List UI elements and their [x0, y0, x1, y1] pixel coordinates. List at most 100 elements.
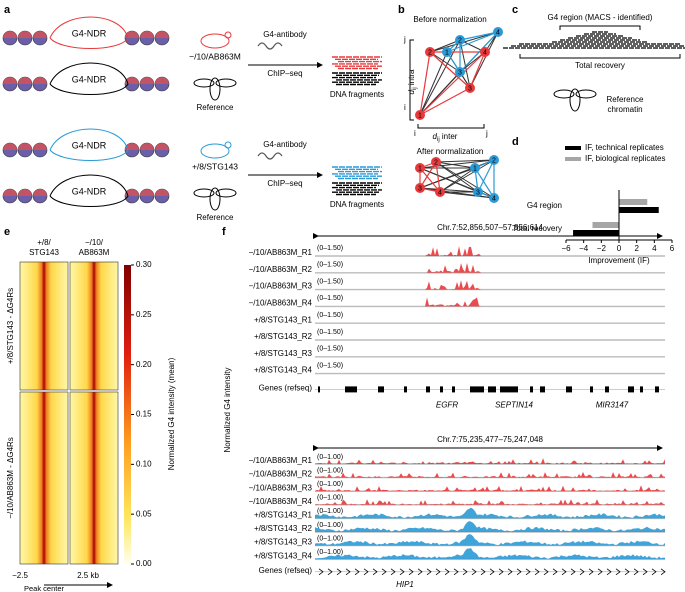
- label: DNA fragments: [330, 200, 384, 209]
- gene-arrow: [435, 568, 441, 576]
- label: (0–1.50): [317, 245, 343, 252]
- nucleosome-wrap: [155, 31, 169, 38]
- label: −2.5: [12, 571, 28, 580]
- label: j: [485, 129, 488, 138]
- fly-icon: [209, 187, 221, 211]
- label: (0–1.50): [317, 346, 343, 353]
- label: (0–1.50): [317, 278, 343, 285]
- edge: [435, 159, 495, 163]
- gene-arrow: [336, 568, 342, 576]
- label: inter: [440, 132, 458, 141]
- label: +/8/STG143: [192, 161, 238, 171]
- gene-arrow: [615, 568, 621, 576]
- gene-arrow: [597, 568, 603, 576]
- ndr-loop: [49, 62, 129, 95]
- signal: [315, 485, 665, 492]
- node: [473, 187, 483, 197]
- nucleosome-wrap: [3, 31, 17, 38]
- label: Genes (refseq): [259, 566, 313, 575]
- node: [415, 110, 425, 120]
- label: After normalization: [417, 147, 484, 156]
- label: 2: [492, 157, 496, 164]
- label: G4-NDR: [72, 186, 107, 196]
- gene-arrow: [363, 568, 369, 576]
- label: 2.5 kb: [77, 571, 99, 580]
- gene-arrow: [327, 568, 333, 576]
- gene-arrow: [399, 568, 405, 576]
- edge: [435, 161, 479, 193]
- colorbar: [124, 265, 131, 564]
- label: DNA fragments: [330, 90, 384, 99]
- label: intra: [407, 69, 416, 87]
- gene-arrow: [543, 568, 549, 576]
- gene-arrow: [561, 568, 567, 576]
- heatmap: [19, 391, 69, 565]
- edge: [469, 51, 486, 89]
- fly-wing: [215, 78, 237, 88]
- gene: [404, 386, 407, 393]
- gene: [470, 386, 484, 393]
- label: Chr.7:52,856,507–57,856,614: [437, 223, 543, 232]
- bar: [619, 207, 659, 213]
- node: [435, 187, 445, 197]
- nucleosome-wrap: [125, 77, 139, 84]
- label: STG143: [29, 248, 59, 257]
- nucleosome-wrap: [18, 189, 32, 196]
- label: (0–1.00): [317, 467, 343, 474]
- label: d: [433, 132, 438, 141]
- node: [493, 27, 503, 37]
- label: Total recovery: [512, 224, 562, 233]
- bracket: [409, 39, 414, 121]
- gene-arrow: [489, 568, 495, 576]
- nucleosome-wrap: [140, 189, 154, 196]
- label: 4: [492, 195, 496, 202]
- edge: [446, 31, 499, 53]
- label: G4-NDR: [72, 74, 107, 84]
- edge: [419, 51, 448, 116]
- gene-arrow: [426, 568, 432, 576]
- label: 0.15: [136, 410, 152, 419]
- nucleosome-wrap: [125, 189, 139, 196]
- gene: [440, 386, 443, 393]
- gene-arrow: [660, 568, 666, 576]
- node: [415, 163, 425, 173]
- gene-arrow: [408, 568, 414, 576]
- edge: [429, 51, 461, 73]
- node: [455, 67, 465, 77]
- label: a: [4, 4, 11, 16]
- nucleosome-wrap: [18, 31, 32, 38]
- label: (0–1.00): [317, 535, 343, 542]
- gene: [566, 386, 572, 393]
- label: −2: [597, 244, 607, 253]
- heatmap: [69, 261, 119, 391]
- label: 2: [458, 37, 462, 44]
- label: +/8/STG143_R4: [254, 366, 313, 375]
- gene: [345, 386, 357, 393]
- edge: [429, 51, 471, 89]
- label: +/8/STG143 - ΔG4Rs: [6, 288, 15, 364]
- bar: [619, 199, 648, 205]
- label: 0.30: [136, 260, 152, 269]
- gene-arrow: [354, 568, 360, 576]
- label: +/8/STG143_R3: [254, 538, 313, 547]
- gene-arrow: [462, 568, 468, 576]
- label: ij: [412, 87, 418, 90]
- label: 0.25: [136, 310, 152, 319]
- antibody-icon: [257, 42, 283, 50]
- nucleosome-wrap: [155, 189, 169, 196]
- edge: [419, 187, 479, 193]
- gene: [530, 386, 533, 393]
- label: 1: [418, 165, 422, 172]
- signal: [315, 507, 665, 519]
- nucleosome-wrap: [155, 77, 169, 84]
- gene-arrow: [471, 568, 477, 576]
- node: [470, 163, 480, 173]
- label: G4 region (MACS - identified): [548, 13, 653, 22]
- label: (0–1.50): [317, 295, 343, 302]
- fly-icon: [209, 77, 221, 101]
- node: [489, 155, 499, 165]
- label: −/10/AB863M_R1: [249, 248, 313, 257]
- edge: [459, 39, 471, 89]
- nucleosome-wrap: [3, 189, 17, 196]
- label: 4: [483, 49, 487, 56]
